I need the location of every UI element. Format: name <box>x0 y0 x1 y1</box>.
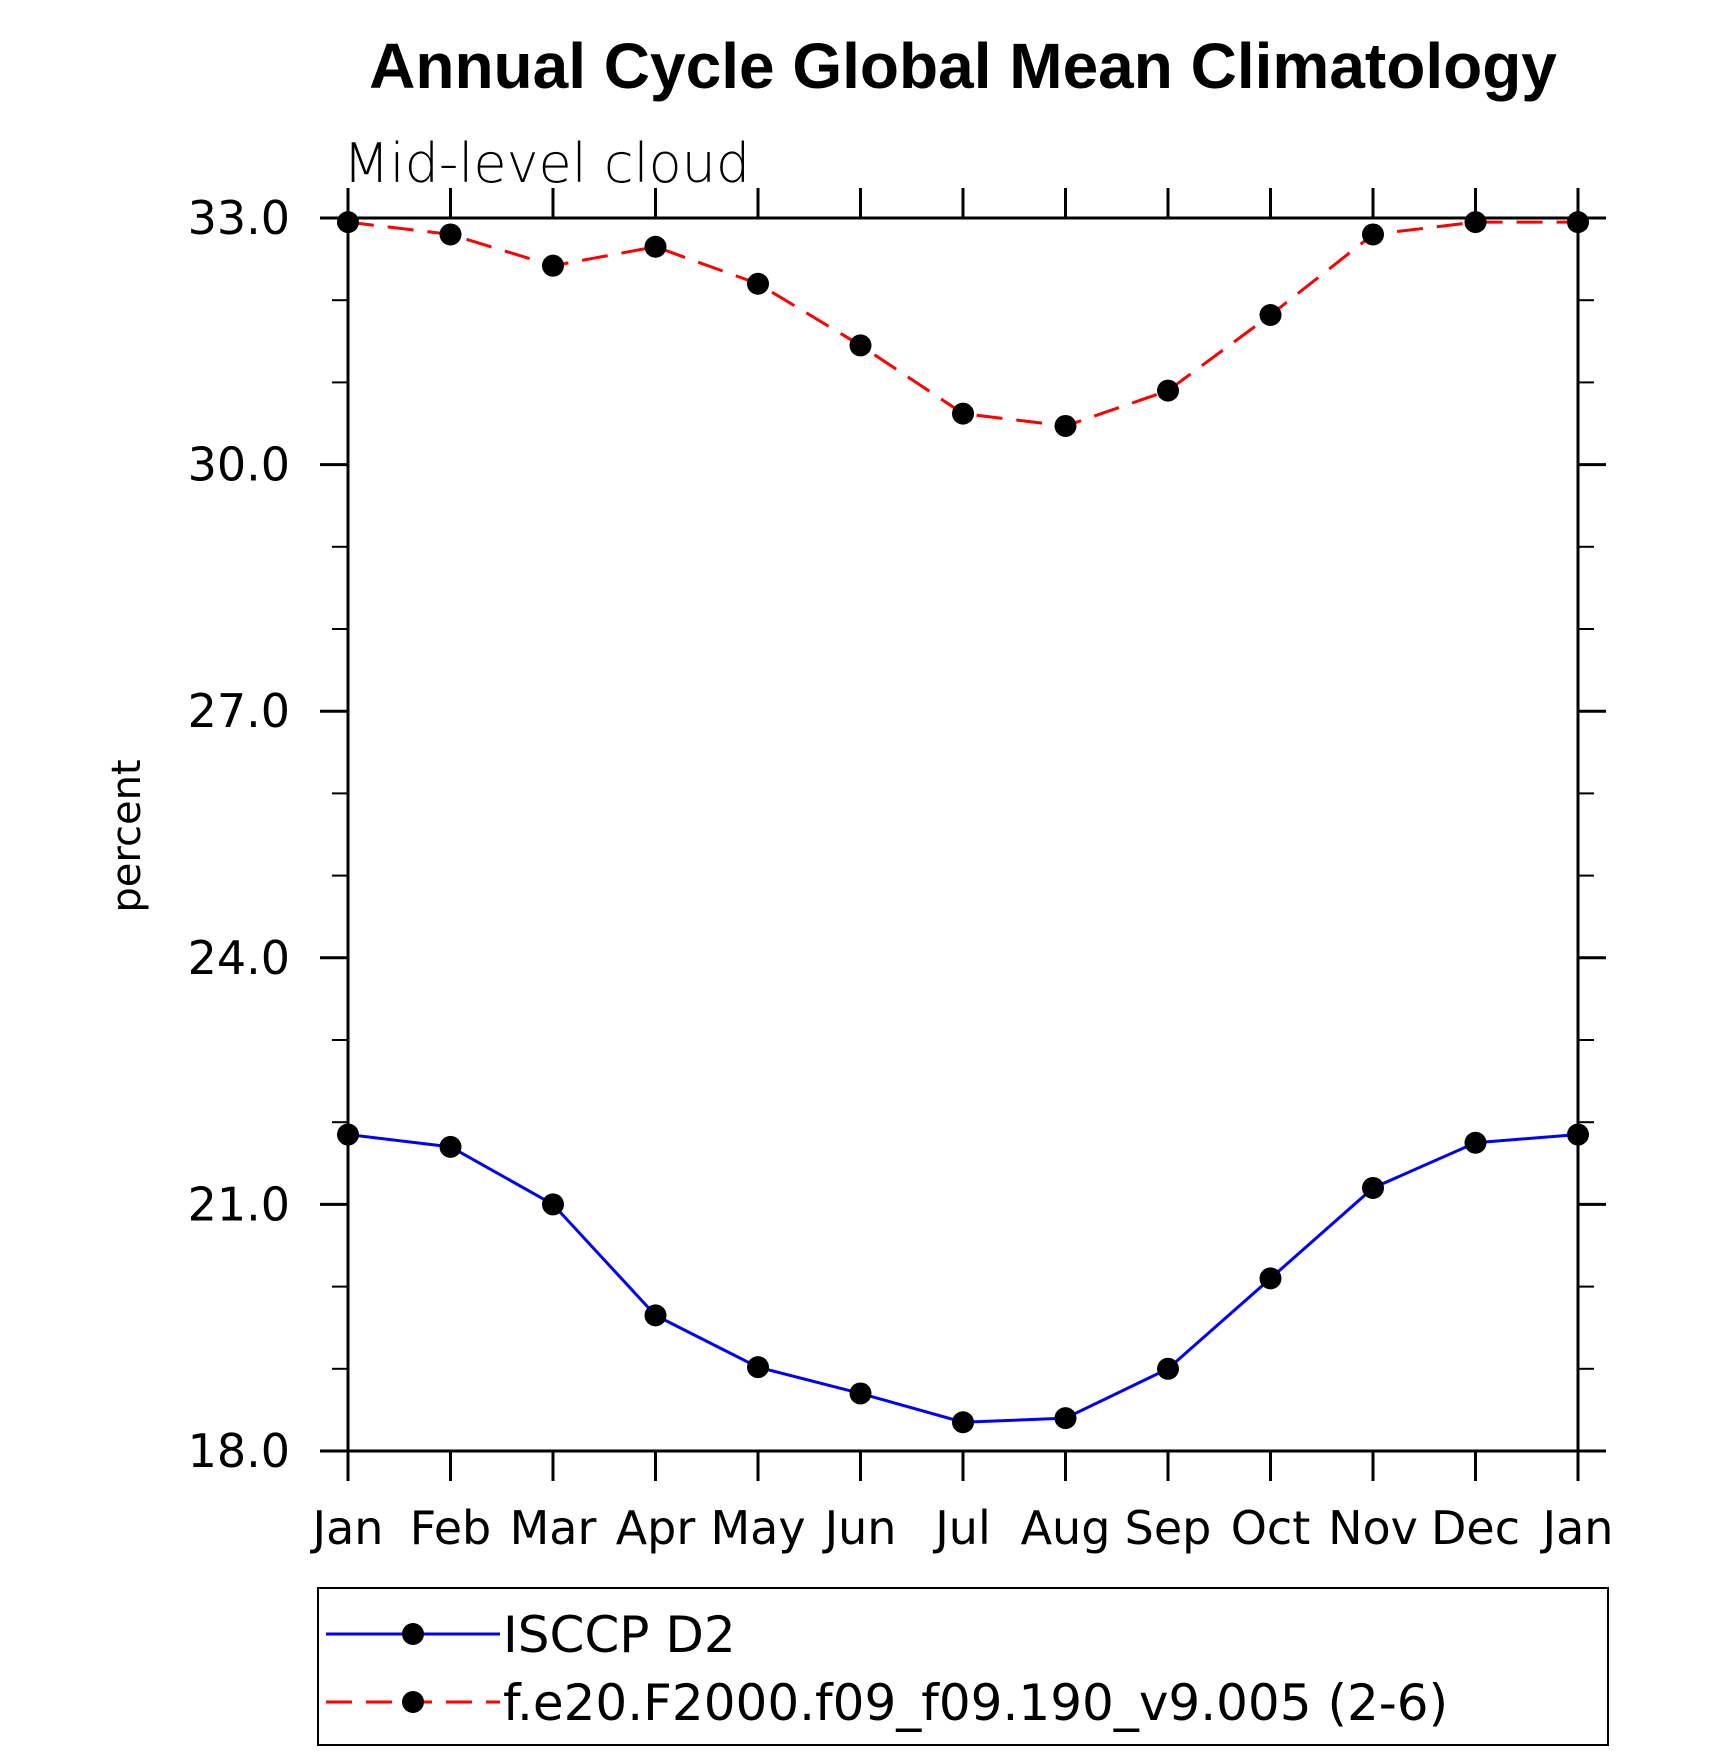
series-1-point <box>952 1411 974 1434</box>
x-tick-label: Sep <box>1125 1501 1212 1555</box>
y-tick-label: 27.0 <box>188 684 290 738</box>
legend-label-1: ISCCP D2 <box>503 1606 736 1664</box>
y-tick-label: 33.0 <box>188 191 290 245</box>
x-tick-label: May <box>710 1501 805 1555</box>
legend-box <box>317 1587 1609 1746</box>
x-tick-label: Feb <box>410 1501 491 1555</box>
legend-marker-1 <box>402 1623 424 1645</box>
series-2-point <box>1464 211 1487 234</box>
x-tick-label: Jun <box>822 1501 897 1555</box>
series-2-point <box>849 334 872 357</box>
series-2-point <box>1362 223 1384 246</box>
series-layer <box>337 211 1589 1434</box>
y-tick-label: 21.0 <box>188 1177 290 1231</box>
x-tick-label: Apr <box>616 1501 696 1555</box>
legend-marker-2 <box>402 1691 424 1713</box>
series-1-point <box>1362 1176 1384 1199</box>
legend-label-2: f.e20.F2000.f09_f09.190_v9.005 (2-6) <box>503 1674 1448 1732</box>
x-tick-label: Jul <box>932 1501 991 1555</box>
series-1-point <box>337 1123 359 1146</box>
y-axis-label: percent <box>104 759 150 912</box>
series-1-point <box>1157 1357 1179 1380</box>
y-tick-label: 24.0 <box>188 931 290 985</box>
series-line-1 <box>347 1133 1579 1424</box>
x-tick-label: Jan <box>1540 1501 1614 1555</box>
series-1-point <box>1567 1123 1589 1146</box>
series-2-point <box>952 402 974 425</box>
series-2-point <box>337 211 359 234</box>
x-tick-label: Nov <box>1328 1501 1418 1555</box>
series-line-2 <box>347 220 1578 428</box>
series-2-point <box>1157 379 1179 402</box>
y-tick-label: 30.0 <box>188 438 290 492</box>
series-1-point <box>644 1304 667 1327</box>
series-1-point <box>1054 1407 1077 1430</box>
series-2-point <box>747 272 769 295</box>
x-tick-label: Mar <box>510 1501 597 1555</box>
series-2-point <box>542 254 564 277</box>
series-2-point <box>1567 211 1589 234</box>
series-2-point <box>439 223 462 246</box>
chart-title: Annual Cycle Global Mean Climatology <box>369 30 1557 102</box>
series-2-point <box>1259 303 1282 326</box>
series-2-point <box>644 235 667 258</box>
y-tick-label: 18.0 <box>188 1424 290 1478</box>
series-1-point <box>439 1135 462 1158</box>
series-1-point <box>849 1382 872 1405</box>
x-tick-label: Jan <box>310 1501 384 1555</box>
x-tick-label: Aug <box>1021 1501 1111 1555</box>
series-2-point <box>1054 414 1077 437</box>
x-tick-label: Oct <box>1231 1501 1311 1555</box>
axes: 18.0 21.0 24.0 27.0 30.0 33.0 Jan Feb Mar Apr May J… <box>188 188 1614 1555</box>
x-tick-label: Dec <box>1431 1501 1520 1555</box>
series-1-point <box>1259 1267 1282 1290</box>
series-1-point <box>542 1193 564 1216</box>
series-1-point <box>1464 1131 1487 1154</box>
legend: ISCCP D2 f.e20.F2000.f09_f09.190_v9.005 (… <box>317 1587 1609 1746</box>
series-1-point <box>747 1356 769 1379</box>
chart-subtitle: Mid-level cloud <box>343 132 750 195</box>
